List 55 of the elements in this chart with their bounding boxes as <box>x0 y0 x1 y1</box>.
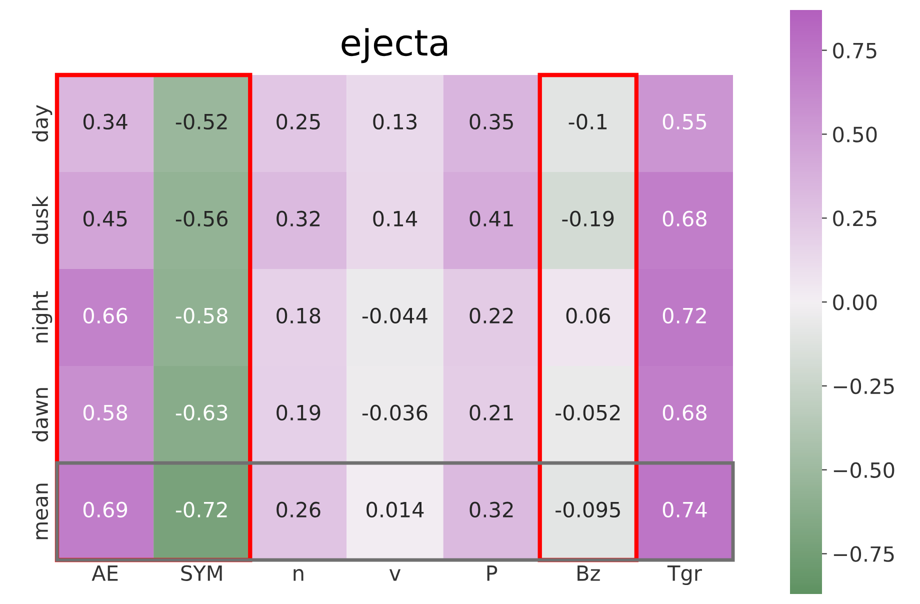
data-label: -0.72 <box>176 502 227 518</box>
data-label: 0.21 <box>470 404 513 421</box>
data-label: 0.19 <box>276 404 320 421</box>
x-tick-label: Bz <box>578 566 600 581</box>
data-label: 0.68 <box>662 404 706 421</box>
data-label: 0.55 <box>662 114 706 130</box>
y-tick-label: day <box>32 104 52 142</box>
data-label: -0.58 <box>176 308 228 324</box>
data-label: -0.19 <box>562 210 614 227</box>
data-label: 0.14 <box>373 210 418 227</box>
data-label: -0.036 <box>362 404 428 421</box>
x-tick-label: AE <box>92 566 118 581</box>
y-tick-label: dusk <box>32 196 48 244</box>
y-tick-label: dawn <box>32 388 48 442</box>
data-label: 0.45 <box>83 210 127 227</box>
color-bar-label: 0.25 <box>833 210 876 226</box>
data-label: 0.72 <box>662 308 706 324</box>
x-tick-label: n <box>294 569 304 581</box>
y-tick-label: night <box>32 291 52 342</box>
color-bar-label: 0.75 <box>833 42 876 58</box>
data-label: 0.32 <box>470 502 513 518</box>
data-label: 0.26 <box>276 502 320 518</box>
data-label: -0.095 <box>556 502 620 518</box>
data-label: 0.35 <box>470 114 513 130</box>
color-bar-label: −0.75 <box>834 546 894 562</box>
data-label: 0.58 <box>83 404 128 421</box>
y-tick-label: mean <box>36 484 48 540</box>
chart-title: ejecta <box>342 28 448 64</box>
data-label: -0.052 <box>556 404 620 421</box>
data-label: 0.014 <box>366 502 424 518</box>
data-label: -0.63 <box>176 404 228 421</box>
data-label: 0.66 <box>83 308 128 324</box>
color-bar-label: 0.00 <box>833 294 877 310</box>
data-label: 0.34 <box>83 114 128 130</box>
data-label: 0.06 <box>566 308 610 324</box>
data-label: 0.68 <box>662 210 706 227</box>
data-label: -0.52 <box>176 114 227 130</box>
data-label: 0.22 <box>470 308 513 324</box>
data-label: 0.74 <box>662 502 707 518</box>
x-tick-label: v <box>389 569 401 581</box>
x-tick-label: P <box>487 566 498 581</box>
color-bar-label: −0.50 <box>834 462 894 478</box>
data-label: -0.044 <box>362 308 428 324</box>
data-label: -0.56 <box>176 210 228 227</box>
data-label: 0.25 <box>276 114 320 130</box>
data-label: 0.32 <box>276 210 320 227</box>
color-bar-label: −0.25 <box>834 378 894 394</box>
x-tick-label: Tgr <box>667 566 702 586</box>
data-label: 0.13 <box>373 114 417 130</box>
data-label: 0.69 <box>83 502 128 518</box>
color-bar-label: 0.50 <box>833 126 877 142</box>
data-label: 0.18 <box>276 308 320 324</box>
data-label: -0.1 <box>568 114 607 130</box>
data-label: 0.41 <box>470 210 513 227</box>
x-tick-label: SYM <box>181 565 222 581</box>
